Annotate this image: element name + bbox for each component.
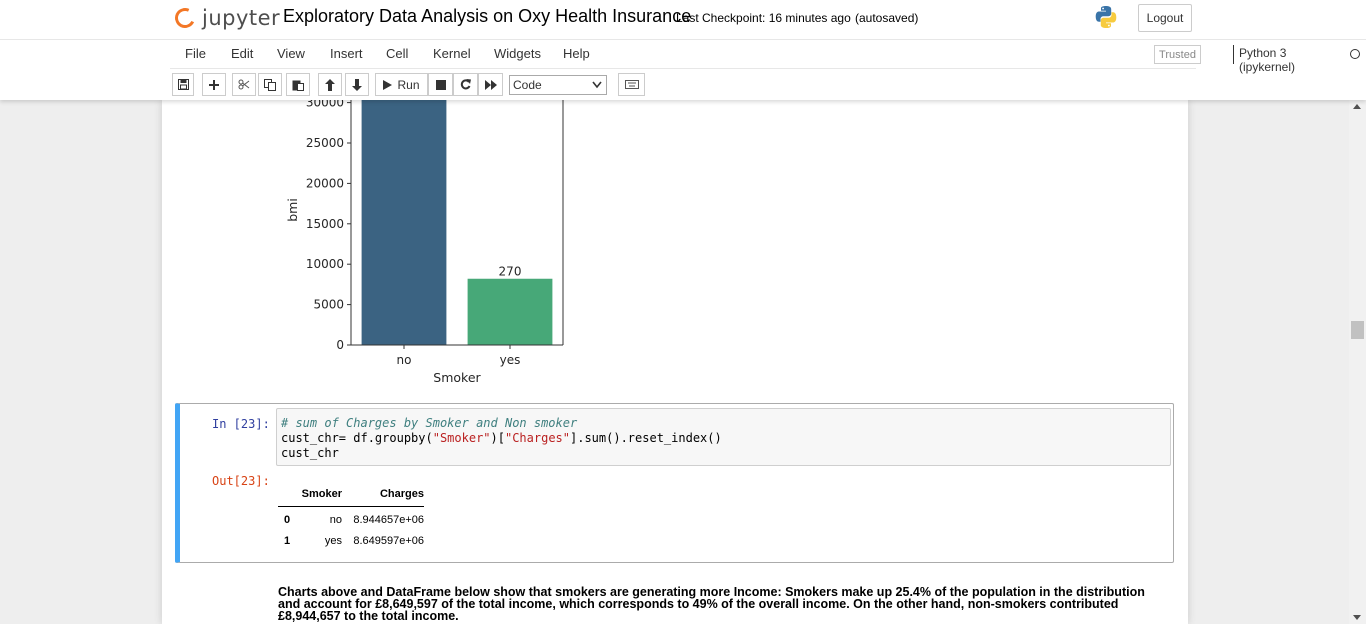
logout-button[interactable]: Logout <box>1138 4 1192 32</box>
command-palette-button[interactable] <box>618 73 645 96</box>
table-row-index: 0 <box>284 513 291 526</box>
trusted-indicator[interactable]: Trusted <box>1154 45 1201 64</box>
x-tick-label-no: no <box>397 353 412 367</box>
code-editor[interactable]: # sum of Charges by Smoker and Non smoke… <box>276 408 1171 466</box>
cell-type-value: Code <box>513 78 542 92</box>
bar-yes <box>467 278 553 345</box>
restart-run-all-button[interactable] <box>478 73 503 96</box>
cell-type-select[interactable]: Code <box>509 75 607 95</box>
menubar: File Edit View Insert Cell Kernel Widget… <box>170 40 1360 74</box>
code-string: "Charges" <box>504 431 570 445</box>
paste-icon <box>292 80 304 91</box>
table-header-smoker: Smoker <box>298 483 342 507</box>
code-token: )[ <box>490 431 505 445</box>
save-button[interactable] <box>172 73 194 96</box>
input-prompt: In [23]: <box>212 417 270 431</box>
interrupt-button[interactable] <box>428 73 453 96</box>
plus-icon <box>209 79 219 90</box>
menu-file[interactable]: File <box>185 46 206 61</box>
x-axis-label: Smoker <box>433 370 481 385</box>
python-logo-icon <box>1095 6 1117 28</box>
jupyter-logo-icon <box>172 5 198 31</box>
table-cell-smoker: yes <box>324 534 342 547</box>
kernel-separator <box>1233 45 1234 64</box>
code-line-3: cust_chr <box>281 446 339 460</box>
code-token: ].sum().reset_index() <box>570 431 722 445</box>
y-tick-label: 20000 <box>306 176 344 190</box>
chevron-down-icon <box>592 81 602 89</box>
table-cell-smoker: no <box>329 513 342 526</box>
copy-button[interactable] <box>258 73 282 96</box>
y-tick-label: 25000 <box>306 136 344 150</box>
checkpoint-status: Last Checkpoint: 16 minutes ago <box>676 11 851 25</box>
restart-button[interactable] <box>453 73 478 96</box>
y-tick-label: 30000 <box>306 100 344 110</box>
y-axis-label: bmi <box>285 198 300 222</box>
kernel-idle-icon <box>1350 49 1360 59</box>
menu-cell[interactable]: Cell <box>386 46 409 61</box>
code-token: cust_chr= df.groupby( <box>281 431 433 445</box>
bar-no <box>361 100 447 345</box>
arrow-up-icon <box>325 78 335 91</box>
y-tick-label: 15000 <box>306 217 344 231</box>
y-tick-label: 0 <box>336 338 344 352</box>
menu-view[interactable]: View <box>277 46 305 61</box>
table-row-index: 1 <box>284 534 291 547</box>
bar-data-label-yes: 270 <box>499 265 522 279</box>
code-cell[interactable]: In [23]: # sum of Charges by Smoker and … <box>175 403 1174 563</box>
fast-forward-icon <box>484 79 497 90</box>
table-cell-charges: 8.944657e+06 <box>353 513 424 526</box>
code-line-2: cust_chr= df.groupby("Smoker")["Charges"… <box>281 431 1166 446</box>
jupyter-logo[interactable]: jupyter <box>172 4 281 32</box>
insert-cell-button[interactable] <box>202 73 226 96</box>
scroll-up-arrow-icon[interactable] <box>1353 104 1361 109</box>
run-label: Run <box>397 77 420 92</box>
menu-widgets[interactable]: Widgets <box>494 46 541 61</box>
paste-button[interactable] <box>286 73 310 96</box>
notebook-header: jupyter Exploratory Data Analysis on Oxy… <box>0 0 1366 100</box>
menu-kernel[interactable]: Kernel <box>433 46 471 61</box>
code-string: "Smoker" <box>432 431 491 445</box>
save-icon <box>177 79 189 90</box>
output-prompt: Out[23]: <box>212 474 270 488</box>
keyboard-icon <box>624 80 639 89</box>
scissors-icon <box>238 79 250 90</box>
chart-plot-area: no yes 270 0 5000 10000 15000 20000 25000 30000 Sm… <box>285 100 564 385</box>
arrow-down-icon <box>352 78 362 91</box>
y-tick-label: 5000 <box>313 298 344 312</box>
autosave-status: (autosaved) <box>855 11 919 25</box>
table-header-index <box>278 483 298 507</box>
toolbar: Run Code <box>170 70 1196 100</box>
move-up-button[interactable] <box>318 73 342 96</box>
dataframe-table: Smoker Charges 0 no 8.944657e+06 1 yes 8… <box>278 483 424 552</box>
code-line-1: # sum of Charges by Smoker and Non smoke… <box>281 416 578 430</box>
play-icon <box>383 79 393 90</box>
cut-button[interactable] <box>232 73 256 96</box>
copy-icon <box>264 78 276 91</box>
move-down-button[interactable] <box>345 73 369 96</box>
menu-help[interactable]: Help <box>563 46 590 61</box>
notebook-container: no yes 270 0 5000 10000 15000 20000 25000 30000 Sm… <box>162 100 1188 624</box>
scroll-down-arrow-icon[interactable] <box>1353 615 1361 620</box>
x-tick-label-yes: yes <box>500 353 521 367</box>
restart-icon <box>460 79 471 90</box>
table-row: 1 yes 8.649597e+06 <box>278 529 424 552</box>
jupyter-logo-text: jupyter <box>202 6 281 30</box>
table-header-charges: Charges <box>342 483 424 507</box>
notebook-title[interactable]: Exploratory Data Analysis on Oxy Health … <box>283 6 692 26</box>
header-top-bar: jupyter Exploratory Data Analysis on Oxy… <box>0 0 1366 40</box>
menu-insert[interactable]: Insert <box>330 46 363 61</box>
table-header-row: Smoker Charges <box>278 483 424 507</box>
table-row: 0 no 8.944657e+06 <box>278 506 424 529</box>
scrollbar-thumb[interactable] <box>1351 321 1364 339</box>
y-tick-label: 10000 <box>306 257 344 271</box>
kernel-name[interactable]: Python 3 (ipykernel) <box>1239 46 1296 74</box>
markdown-cell-text[interactable]: Charts above and DataFrame below show th… <box>278 585 1145 623</box>
bar-chart: no yes 270 0 5000 10000 15000 20000 25000 30000 Sm… <box>285 100 564 385</box>
table-cell-charges: 8.649597e+06 <box>353 534 424 547</box>
stop-icon <box>435 79 446 90</box>
page-scrollbar[interactable] <box>1349 100 1366 624</box>
menu-edit[interactable]: Edit <box>231 46 254 61</box>
run-button[interactable]: Run <box>375 73 428 96</box>
